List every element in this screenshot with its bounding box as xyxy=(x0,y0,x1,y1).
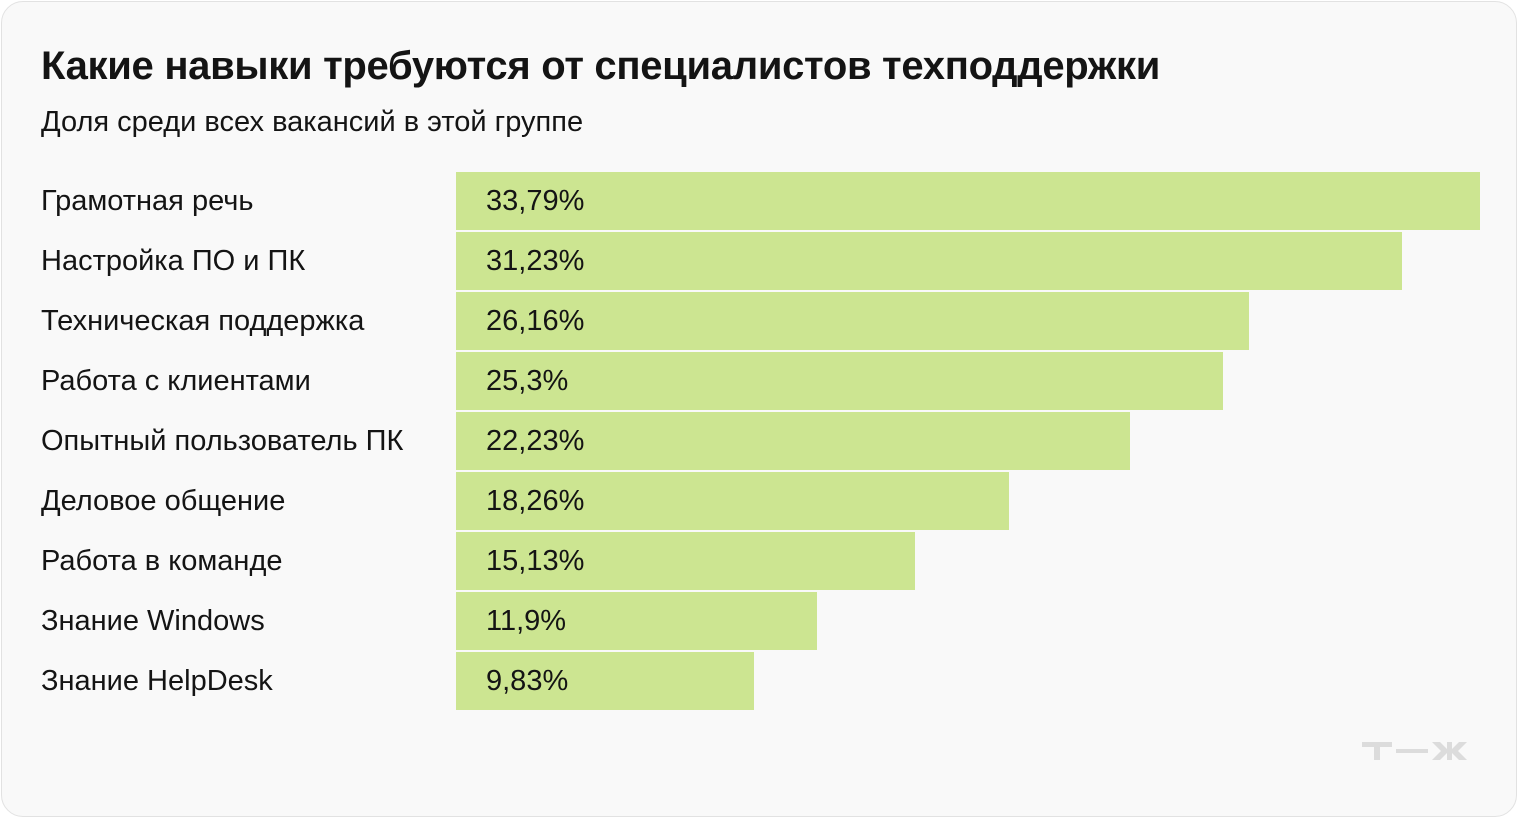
category-label: Техническая поддержка xyxy=(41,305,365,337)
category-label: Настройка ПО и ПК xyxy=(41,245,306,277)
tzh-logo-icon xyxy=(1362,742,1467,760)
data-label: 26,16% xyxy=(486,305,585,337)
data-label: 15,13% xyxy=(486,545,585,577)
category-label: Работа в команде xyxy=(41,545,283,577)
category-label: Опытный пользователь ПК xyxy=(41,425,404,457)
category-label: Знание Windows xyxy=(41,605,265,637)
data-label: 31,23% xyxy=(486,245,585,277)
category-label: Грамотная речь xyxy=(41,185,254,217)
bar xyxy=(456,352,1223,410)
bar xyxy=(456,472,1009,530)
data-label: 11,9% xyxy=(486,605,567,637)
bar xyxy=(456,292,1249,350)
data-label: 9,83% xyxy=(486,665,569,697)
category-label: Знание HelpDesk xyxy=(41,665,273,697)
bar xyxy=(456,532,915,590)
bar xyxy=(456,232,1402,290)
category-label: Деловое общение xyxy=(41,485,286,517)
data-label: 33,79% xyxy=(486,185,585,217)
data-label: 25,3% xyxy=(486,365,569,397)
category-label: Работа с клиентами xyxy=(41,365,311,397)
bar xyxy=(456,412,1130,470)
bar xyxy=(456,172,1480,230)
bar xyxy=(456,592,817,650)
chart-title: Какие навыки требуются от специалистов т… xyxy=(41,44,1160,88)
bar xyxy=(456,652,754,710)
chart-subtitle: Доля среди всех вакансий в этой группе xyxy=(41,106,584,138)
data-label: 22,23% xyxy=(486,425,585,457)
data-label: 18,26% xyxy=(486,485,585,517)
